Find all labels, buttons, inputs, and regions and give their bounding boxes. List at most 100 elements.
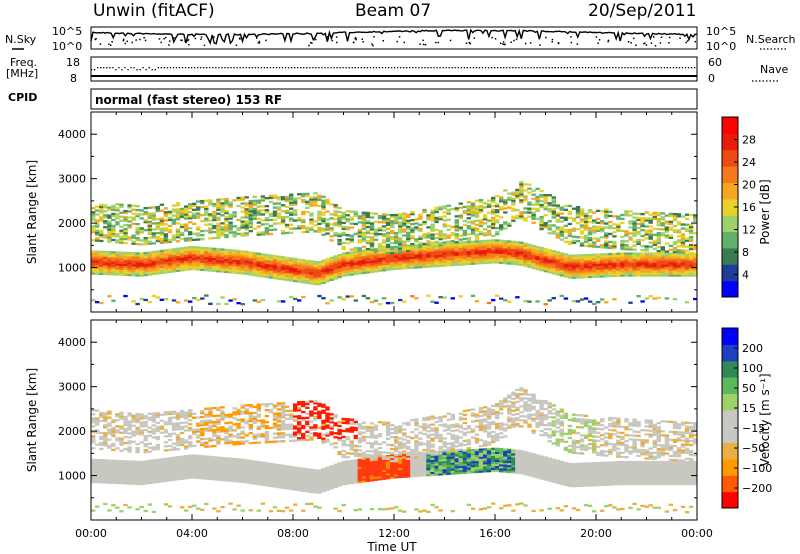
power-cell: [244, 258, 249, 262]
power-cell: [147, 242, 152, 245]
power-cell: [220, 248, 225, 251]
power-cell: [390, 242, 395, 245]
nave-dot: [403, 67, 405, 69]
power-cell: [188, 221, 193, 224]
noise-search-dot: [200, 36, 203, 38]
power-cell: [567, 210, 573, 214]
power-cell: [151, 250, 156, 254]
power-cell: [377, 253, 383, 256]
velocity-cell: [103, 412, 108, 415]
power-cell: [248, 220, 253, 223]
power-cell: [95, 268, 100, 271]
velocity-cell: [115, 459, 120, 463]
power-cell: [547, 255, 552, 258]
power-cell: [410, 254, 415, 257]
power-cell: [664, 262, 670, 265]
power-cell: [438, 238, 443, 241]
power-cell: [317, 212, 322, 215]
power-cell: [268, 270, 274, 273]
power-cell: [527, 209, 532, 212]
power-cell: [668, 244, 674, 247]
velocity-cell: [192, 476, 197, 479]
velocity-cell: [95, 470, 100, 474]
power-cell: [353, 258, 358, 262]
power-cell: [196, 206, 201, 209]
noise-search-dot: [437, 41, 439, 44]
power-cell: [652, 243, 657, 246]
noise-search-dot: [570, 41, 573, 44]
power-cell: [268, 254, 274, 257]
velocity-cell: [103, 465, 108, 468]
nave-dot: [157, 67, 159, 69]
power-cell: [208, 255, 213, 258]
power-cell: [107, 267, 112, 270]
noise-search-dot: [308, 44, 310, 47]
power-cell: [515, 194, 520, 198]
power-cell: [167, 212, 173, 216]
power-cell: [212, 210, 217, 214]
power-cell: [147, 273, 152, 276]
power-cell: [216, 206, 221, 209]
power-cell: [196, 262, 201, 265]
power-cell: [587, 229, 593, 232]
power-cell: [341, 233, 346, 237]
power-cell: [284, 256, 290, 259]
power-cell: [571, 276, 577, 279]
power-cell: [276, 273, 282, 276]
power-cell: [208, 215, 213, 218]
velocity-cell: [228, 477, 233, 480]
power-cell: [620, 239, 625, 243]
power-cell: [462, 251, 468, 254]
velocity-cell: [119, 478, 124, 481]
power-cell: [632, 230, 637, 233]
velocity-cell: [196, 428, 201, 431]
velocity-cell: [91, 437, 96, 440]
nave-dot: [151, 69, 153, 71]
power-cell: [268, 266, 274, 269]
power-cell: [636, 295, 641, 298]
power-cell: [127, 259, 132, 263]
nave-dot: [554, 67, 556, 69]
power-cell: [369, 238, 375, 241]
power-cell: [175, 301, 181, 304]
power-cell: [470, 232, 476, 235]
velocity-cell: [200, 422, 205, 425]
power-cell: [668, 262, 674, 265]
power-cell: [349, 226, 354, 229]
power-cell: [539, 215, 544, 219]
velocity-cell: [244, 404, 249, 407]
nave-dot: [484, 67, 487, 69]
power-cell: [361, 217, 367, 220]
nave-dot: [163, 67, 165, 69]
power-cell: [345, 220, 350, 223]
power-cell: [478, 242, 484, 245]
velocity-cell: [224, 471, 229, 474]
power-cell: [155, 239, 160, 243]
nave-dot: [506, 67, 508, 69]
velocity-cell: [99, 467, 104, 470]
power-cell: [276, 267, 282, 270]
power-cell: [688, 239, 694, 243]
velocity-cell: [248, 477, 253, 481]
power-cell: [632, 274, 637, 277]
power-cell: [345, 255, 350, 259]
power-cell: [224, 223, 229, 227]
power-cell: [636, 272, 641, 275]
power-cell: [587, 221, 593, 224]
velocity-cell: [155, 478, 160, 482]
power-cell: [309, 198, 314, 201]
power-cell: [406, 227, 411, 230]
power-cell: [656, 222, 661, 225]
power-cell: [632, 222, 637, 225]
noise-search-dot: [310, 41, 312, 44]
power-cell: [244, 256, 249, 260]
velocity-cell: [248, 418, 253, 421]
power-cell: [337, 269, 342, 273]
power-cell: [648, 254, 653, 257]
velocity-cell: [103, 475, 108, 478]
velocity-cell: [151, 467, 156, 470]
velocity-cell: [244, 463, 249, 466]
power-cell: [422, 244, 427, 248]
power-cell: [430, 263, 435, 266]
power-cell: [531, 250, 536, 254]
